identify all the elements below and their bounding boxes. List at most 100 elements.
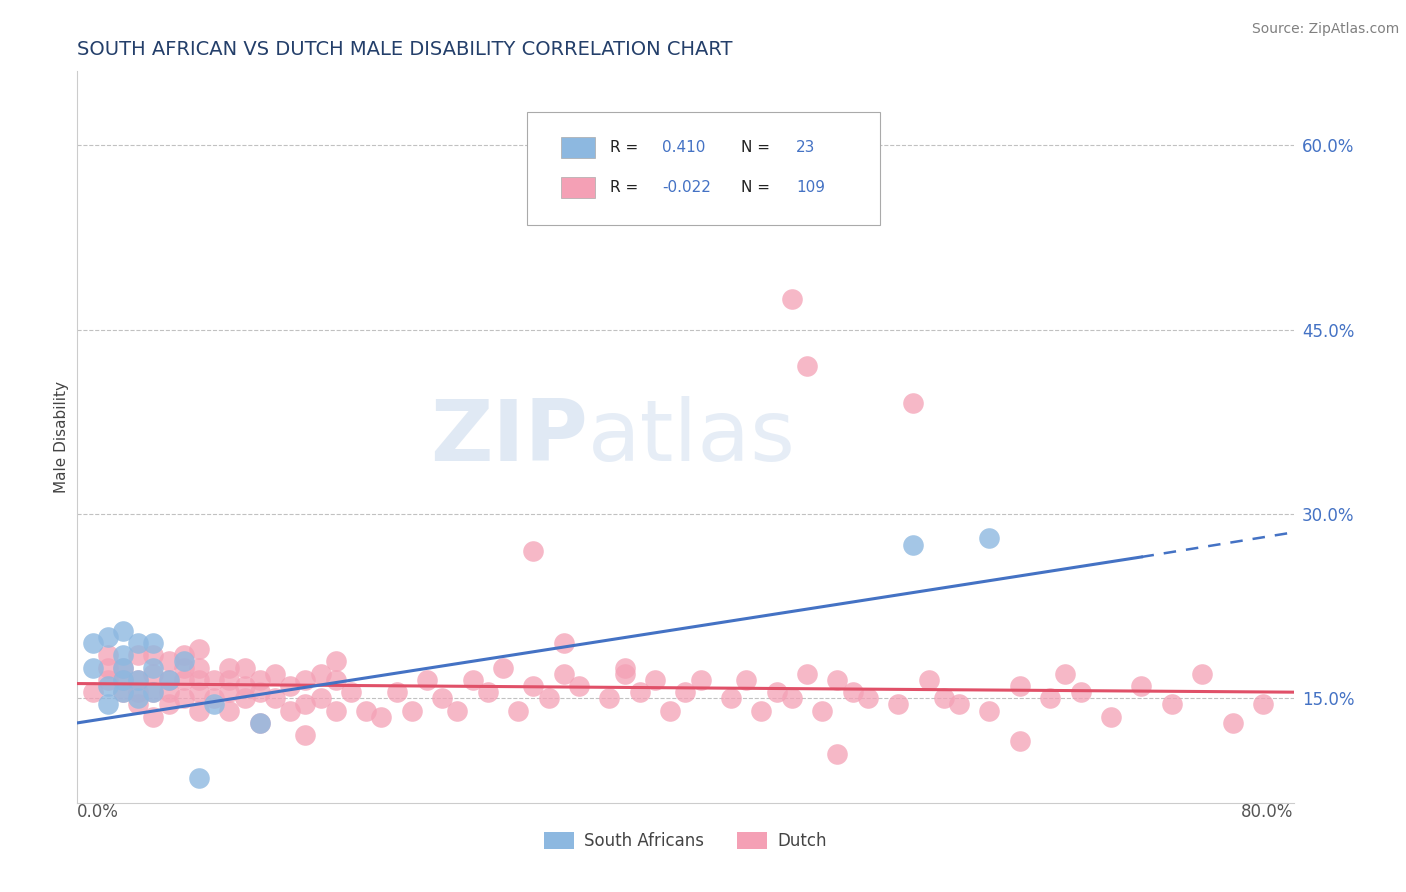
Point <box>1251 698 1274 712</box>
Point <box>173 673 195 687</box>
Point <box>157 698 180 712</box>
Point <box>142 636 165 650</box>
Point <box>354 704 377 718</box>
Point <box>142 666 165 681</box>
Point <box>82 660 104 674</box>
Point <box>294 673 316 687</box>
Point <box>188 673 211 687</box>
Point <box>111 660 134 674</box>
Point <box>294 728 316 742</box>
Point <box>903 538 925 552</box>
Point <box>127 673 149 687</box>
Point <box>202 698 225 712</box>
Text: N =: N = <box>741 140 770 155</box>
Point <box>111 660 134 674</box>
Point <box>780 162 803 177</box>
Point <box>903 396 925 410</box>
Point <box>127 648 149 663</box>
Point <box>157 673 180 687</box>
Text: Source: ZipAtlas.com: Source: ZipAtlas.com <box>1251 22 1399 37</box>
Point <box>1099 710 1122 724</box>
Point <box>644 673 666 687</box>
Point <box>309 691 332 706</box>
Point <box>127 673 149 687</box>
Text: 0.410: 0.410 <box>662 140 706 155</box>
Point <box>278 704 301 718</box>
Point <box>188 642 211 657</box>
Point <box>492 660 515 674</box>
Point <box>796 359 818 374</box>
Point <box>325 673 347 687</box>
Point <box>142 710 165 724</box>
Point <box>659 704 682 718</box>
Text: 109: 109 <box>796 180 825 195</box>
Point <box>1161 698 1184 712</box>
Point <box>461 673 484 687</box>
Point <box>157 673 180 687</box>
Point <box>111 624 134 638</box>
Point <box>979 532 1001 546</box>
Point <box>202 691 225 706</box>
FancyBboxPatch shape <box>561 178 595 198</box>
Point <box>780 292 803 306</box>
Point <box>142 685 165 699</box>
Point <box>568 679 591 693</box>
Point <box>765 685 787 699</box>
Point <box>111 685 134 699</box>
FancyBboxPatch shape <box>527 112 880 225</box>
Text: 23: 23 <box>796 140 815 155</box>
Point <box>111 685 134 699</box>
Point <box>188 685 211 699</box>
Point <box>111 673 134 687</box>
Point <box>97 679 120 693</box>
Point <box>218 704 240 718</box>
Point <box>780 691 803 706</box>
Point <box>82 636 104 650</box>
Point <box>173 648 195 663</box>
Point <box>1039 691 1062 706</box>
Point <box>173 691 195 706</box>
Point <box>233 660 256 674</box>
Point <box>628 685 651 699</box>
Point <box>508 704 530 718</box>
Point <box>188 771 211 785</box>
Point <box>446 704 468 718</box>
Point <box>142 648 165 663</box>
Point <box>97 648 120 663</box>
Point <box>827 673 849 687</box>
Point <box>613 660 636 674</box>
Point <box>97 630 120 644</box>
Point <box>385 685 408 699</box>
Point <box>97 673 120 687</box>
Point <box>613 666 636 681</box>
Point <box>218 660 240 674</box>
Text: ZIP: ZIP <box>430 395 588 479</box>
Point <box>278 679 301 693</box>
Point <box>218 673 240 687</box>
Point <box>522 543 544 558</box>
Point <box>841 685 863 699</box>
Point <box>188 660 211 674</box>
Point <box>82 685 104 699</box>
Point <box>325 704 347 718</box>
Point <box>1070 685 1092 699</box>
Text: 0.0%: 0.0% <box>77 803 120 821</box>
Point <box>1008 679 1031 693</box>
FancyBboxPatch shape <box>561 137 595 158</box>
Point <box>553 636 575 650</box>
Point <box>1008 734 1031 748</box>
Point <box>173 655 195 669</box>
Text: atlas: atlas <box>588 395 796 479</box>
Text: R =: R = <box>610 180 638 195</box>
Point <box>796 666 818 681</box>
Y-axis label: Male Disability: Male Disability <box>53 381 69 493</box>
Point <box>340 685 363 699</box>
Point <box>416 673 439 687</box>
Legend: South Africans, Dutch: South Africans, Dutch <box>537 825 834 856</box>
Point <box>430 691 453 706</box>
Point <box>127 698 149 712</box>
Point <box>689 673 711 687</box>
Point <box>294 698 316 712</box>
Text: -0.022: -0.022 <box>662 180 711 195</box>
Point <box>1191 666 1213 681</box>
